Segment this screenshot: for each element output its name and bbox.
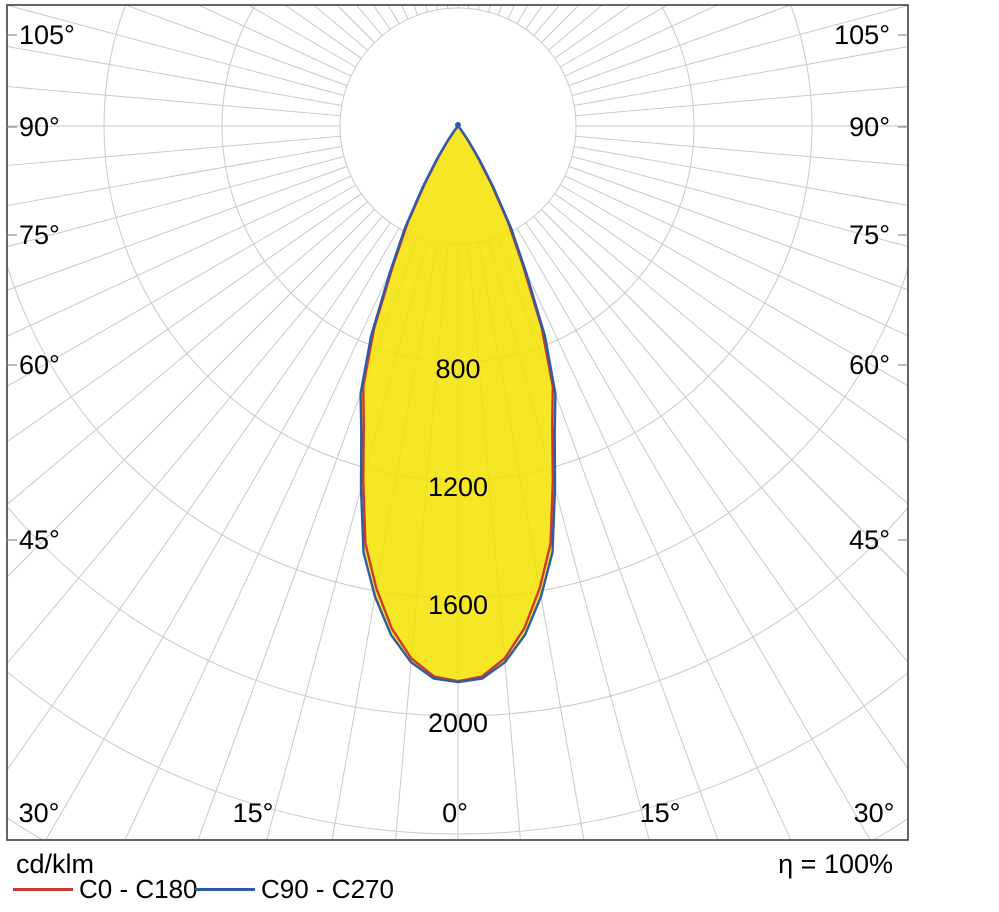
- angle-label-left: 105°: [19, 20, 75, 50]
- ray-gridline: [488, 5, 491, 13]
- angle-label-bottom: 30°: [854, 798, 895, 828]
- ring-value-label: 1600: [428, 590, 488, 620]
- ray-gridline: [7, 216, 383, 665]
- legend-swatch-c0-line: [13, 887, 73, 891]
- angle-label-left: 90°: [19, 112, 60, 142]
- ray-gridline: [7, 175, 352, 337]
- angle-label-bottom: 15°: [233, 798, 274, 828]
- legend-label-c0: C0 - C180: [79, 874, 198, 904]
- angle-label-right: 45°: [849, 525, 890, 555]
- ray-gridline: [507, 232, 792, 840]
- curve-c90-c270: [359, 124, 557, 684]
- ray-gridline: [564, 5, 719, 77]
- ring-value-label: 2000: [428, 708, 488, 738]
- ray-gridline: [525, 222, 908, 770]
- ray-gridline: [571, 156, 908, 248]
- ray-gridline: [413, 5, 419, 16]
- ray-gridline: [548, 5, 604, 51]
- ray-gridline: [45, 227, 400, 840]
- units-label: cd/klm: [16, 849, 95, 879]
- ray-gridline: [7, 45, 342, 106]
- angle-label-right: 75°: [849, 220, 890, 250]
- ray-gridline: [564, 175, 908, 337]
- ray-gridline: [559, 5, 669, 68]
- beam-tip-dot: [455, 122, 461, 128]
- angle-label-right: 90°: [849, 112, 890, 142]
- ray-gridline: [507, 5, 516, 20]
- ray-gridline: [7, 156, 345, 248]
- legend-label-c90: C90 - C270: [261, 874, 394, 904]
- ring-value-label: 1200: [428, 472, 488, 502]
- ray-gridline: [400, 5, 409, 20]
- angle-label-left: 75°: [19, 220, 60, 250]
- angle-label-bottom: 0°: [442, 798, 468, 828]
- ray-gridline: [568, 165, 908, 291]
- ray-gridline: [568, 5, 792, 87]
- ray-gridline: [7, 135, 341, 166]
- angle-label-bottom: 15°: [640, 798, 681, 828]
- ray-gridline: [7, 146, 342, 207]
- ray-gridline: [548, 201, 908, 505]
- legend-item-c90: C90 - C270: [195, 876, 394, 902]
- ray-gridline: [516, 227, 871, 840]
- ray-gridline: [559, 184, 908, 387]
- ray-gridline: [575, 135, 908, 166]
- angle-label-left: 45°: [19, 525, 60, 555]
- ray-gridline: [574, 46, 908, 106]
- ray-gridline: [124, 232, 409, 840]
- ray-gridline: [533, 216, 908, 664]
- ray-gridline: [197, 5, 352, 77]
- plot-border: [6, 4, 909, 841]
- ray-gridline: [7, 184, 357, 387]
- ray-gridline: [575, 86, 908, 117]
- ray-gridline: [7, 5, 345, 96]
- angle-label-bottom: 30°: [19, 798, 60, 828]
- ray-gridline: [7, 86, 341, 117]
- ray-gridline: [497, 5, 503, 16]
- ray-gridline: [541, 209, 908, 577]
- ray-gridline: [541, 5, 580, 43]
- beam-fill: [360, 126, 556, 683]
- efficiency-label: η = 100%: [778, 849, 893, 879]
- angle-label-right: 60°: [849, 350, 890, 380]
- ray-gridline: [7, 165, 348, 291]
- ray-gridline: [574, 146, 908, 206]
- ring-value-label: 800: [435, 354, 480, 384]
- ray-gridline: [554, 193, 908, 442]
- ray-gridline: [7, 222, 391, 771]
- angle-label-right: 105°: [834, 20, 890, 50]
- ray-gridline: [7, 209, 375, 578]
- ray-gridline: [7, 193, 362, 443]
- legend-swatch-c90-line: [195, 887, 255, 891]
- ray-gridline: [425, 5, 428, 13]
- ray-gridline: [124, 5, 348, 87]
- legend-item-c0: C0 - C180: [13, 876, 198, 902]
- ray-gridline: [7, 201, 368, 506]
- angle-label-left: 60°: [19, 350, 60, 380]
- ray-gridline: [571, 5, 908, 96]
